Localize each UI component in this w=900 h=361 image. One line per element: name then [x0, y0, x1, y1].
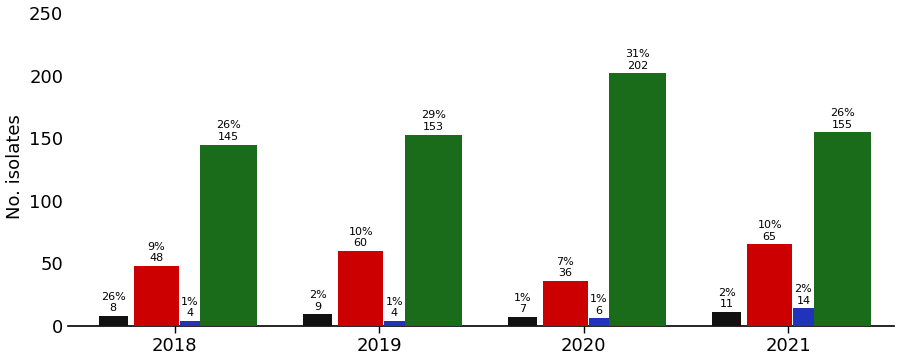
- Text: 31%
202: 31% 202: [626, 49, 650, 71]
- Text: 9%
48: 9% 48: [148, 242, 165, 263]
- Text: 10%
60: 10% 60: [348, 227, 373, 248]
- Bar: [405, 135, 462, 326]
- Text: 1%
7: 1% 7: [513, 293, 531, 314]
- Text: 1%
4: 1% 4: [181, 296, 199, 318]
- Text: 1%
4: 1% 4: [385, 296, 403, 318]
- Bar: [747, 244, 792, 326]
- Text: 2%
14: 2% 14: [795, 284, 813, 306]
- Text: 10%
65: 10% 65: [758, 220, 782, 242]
- Bar: [384, 321, 405, 326]
- Text: 2%
9: 2% 9: [309, 290, 327, 312]
- Y-axis label: No. isolates: No. isolates: [5, 114, 23, 219]
- Text: 1%
6: 1% 6: [590, 294, 608, 316]
- Bar: [543, 280, 588, 326]
- Bar: [609, 73, 666, 326]
- Bar: [713, 312, 741, 326]
- Bar: [134, 266, 179, 326]
- Text: 7%
36: 7% 36: [556, 257, 574, 278]
- Bar: [303, 314, 332, 326]
- Bar: [508, 317, 536, 326]
- Bar: [99, 316, 128, 326]
- Bar: [589, 318, 609, 326]
- Bar: [793, 308, 814, 326]
- Text: 26%
145: 26% 145: [216, 121, 241, 142]
- Text: 2%
11: 2% 11: [718, 288, 735, 309]
- Text: 26%
155: 26% 155: [830, 108, 855, 130]
- Bar: [180, 321, 200, 326]
- Text: 26%
8: 26% 8: [101, 292, 126, 313]
- Bar: [814, 132, 871, 326]
- Text: 29%
153: 29% 153: [421, 110, 446, 132]
- Bar: [338, 251, 383, 326]
- Bar: [200, 144, 257, 326]
